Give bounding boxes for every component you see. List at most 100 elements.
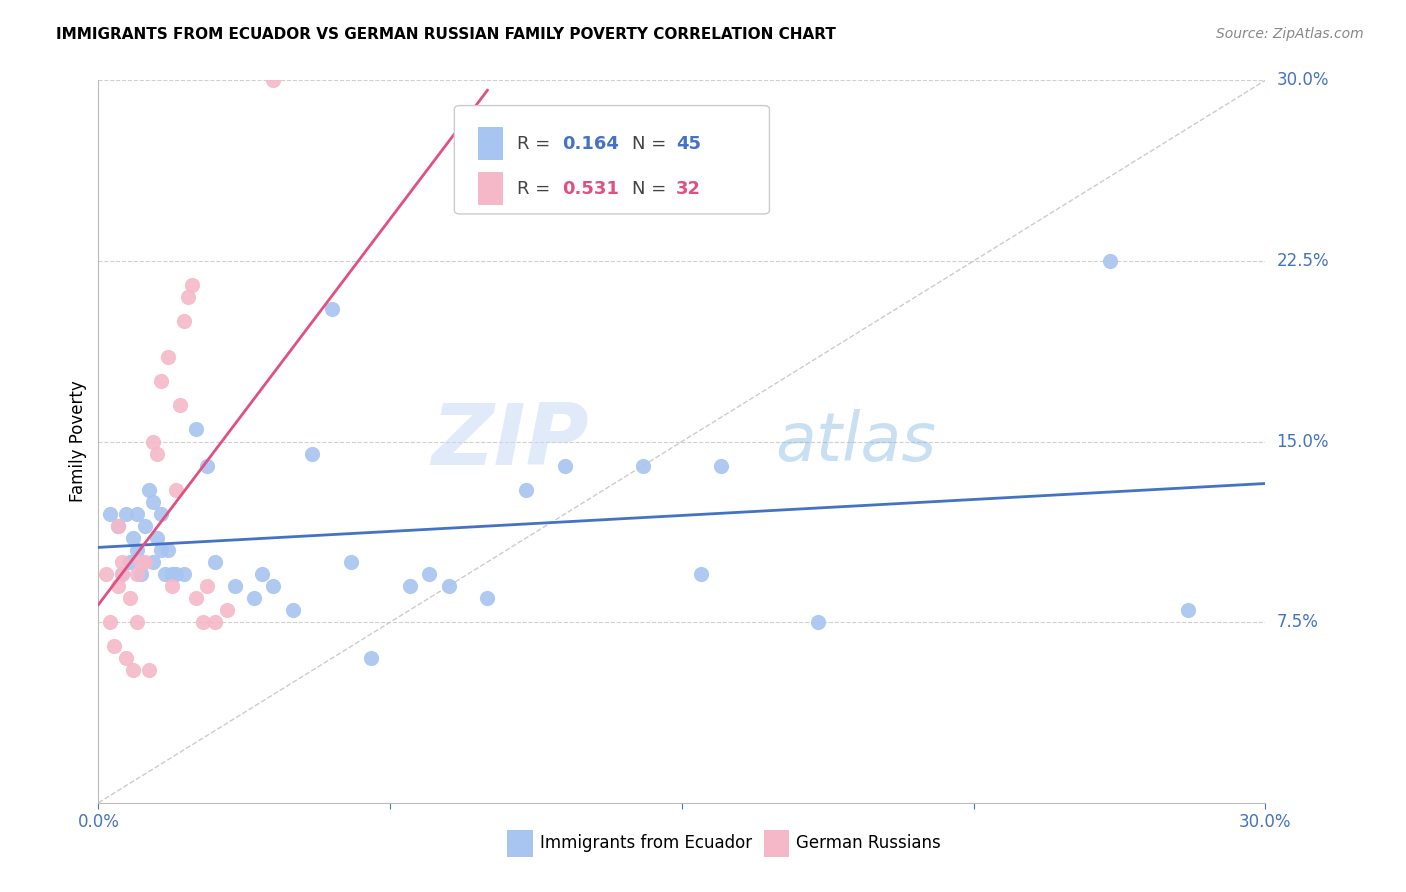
Point [107, 518, 129, 533]
Point [184, 591, 207, 605]
Point [138, 483, 160, 497]
Point [122, 531, 145, 545]
Point [173, 567, 195, 582]
Point [149, 507, 172, 521]
Text: atlas: atlas [775, 409, 936, 475]
Point [149, 542, 172, 557]
Text: 45: 45 [676, 135, 702, 153]
Text: R =: R = [517, 135, 557, 153]
Point [204, 555, 226, 569]
Point [1098, 253, 1121, 268]
Point [180, 277, 202, 292]
Point [340, 555, 363, 569]
Point [262, 579, 284, 593]
Point [134, 555, 156, 569]
Point [107, 518, 129, 533]
Text: Source: ZipAtlas.com: Source: ZipAtlas.com [1216, 27, 1364, 41]
Point [262, 73, 284, 87]
FancyBboxPatch shape [454, 105, 769, 214]
Point [127, 615, 149, 630]
Text: 15.0%: 15.0% [1277, 433, 1329, 450]
Point [165, 567, 187, 582]
Point [134, 518, 156, 533]
Text: 32: 32 [676, 179, 702, 198]
Text: N =: N = [631, 179, 672, 198]
Bar [508, 830, 533, 857]
Point [193, 615, 215, 630]
Point [127, 507, 149, 521]
Point [477, 157, 499, 171]
Point [103, 639, 125, 653]
Point [321, 301, 343, 317]
Point [122, 664, 145, 678]
Point [157, 542, 180, 557]
Point [243, 591, 266, 605]
Point [554, 458, 576, 473]
Bar [763, 830, 789, 857]
Point [690, 567, 713, 582]
Point [107, 579, 129, 593]
Point [418, 567, 440, 582]
Point [111, 567, 134, 582]
Text: 0.164: 0.164 [562, 135, 619, 153]
Point [301, 446, 323, 460]
Point [142, 434, 165, 449]
Y-axis label: Family Poverty: Family Poverty [69, 381, 87, 502]
Point [477, 591, 499, 605]
Point [177, 290, 200, 304]
Point [631, 458, 654, 473]
Point [398, 579, 420, 593]
Point [195, 458, 218, 473]
Point [127, 567, 149, 582]
Point [204, 615, 226, 630]
Point [96, 567, 118, 582]
Point [114, 651, 136, 665]
Text: 0.531: 0.531 [562, 179, 619, 198]
Text: Immigrants from Ecuador: Immigrants from Ecuador [540, 834, 752, 852]
Point [195, 579, 218, 593]
Point [142, 494, 165, 508]
Point [98, 615, 121, 630]
Point [146, 531, 169, 545]
Point [157, 350, 180, 364]
Point [184, 422, 207, 436]
Point [142, 555, 165, 569]
Point [710, 458, 733, 473]
Point [111, 555, 134, 569]
Point [129, 567, 152, 582]
Text: IMMIGRANTS FROM ECUADOR VS GERMAN RUSSIAN FAMILY POVERTY CORRELATION CHART: IMMIGRANTS FROM ECUADOR VS GERMAN RUSSIA… [56, 27, 837, 42]
Point [807, 615, 830, 630]
Point [129, 555, 152, 569]
Point [127, 542, 149, 557]
Point [149, 374, 172, 388]
Bar [478, 128, 503, 160]
Text: ZIP: ZIP [430, 400, 589, 483]
Point [173, 314, 195, 328]
Point [360, 651, 382, 665]
Point [146, 446, 169, 460]
Point [111, 567, 134, 582]
Text: German Russians: German Russians [796, 834, 941, 852]
Point [1177, 603, 1199, 617]
Point [169, 398, 191, 412]
Point [515, 483, 537, 497]
Point [224, 579, 246, 593]
Point [215, 603, 238, 617]
Text: 7.5%: 7.5% [1277, 613, 1319, 632]
Point [281, 603, 304, 617]
Point [250, 567, 273, 582]
Point [118, 555, 141, 569]
Point [153, 567, 176, 582]
Point [162, 579, 184, 593]
Point [118, 591, 141, 605]
Text: N =: N = [631, 135, 672, 153]
Point [98, 507, 121, 521]
Text: 22.5%: 22.5% [1277, 252, 1329, 270]
Point [162, 567, 184, 582]
Point [114, 507, 136, 521]
Text: 30.0%: 30.0% [1277, 71, 1329, 89]
Point [165, 483, 187, 497]
Point [437, 579, 460, 593]
Point [138, 664, 160, 678]
Bar [478, 172, 503, 205]
